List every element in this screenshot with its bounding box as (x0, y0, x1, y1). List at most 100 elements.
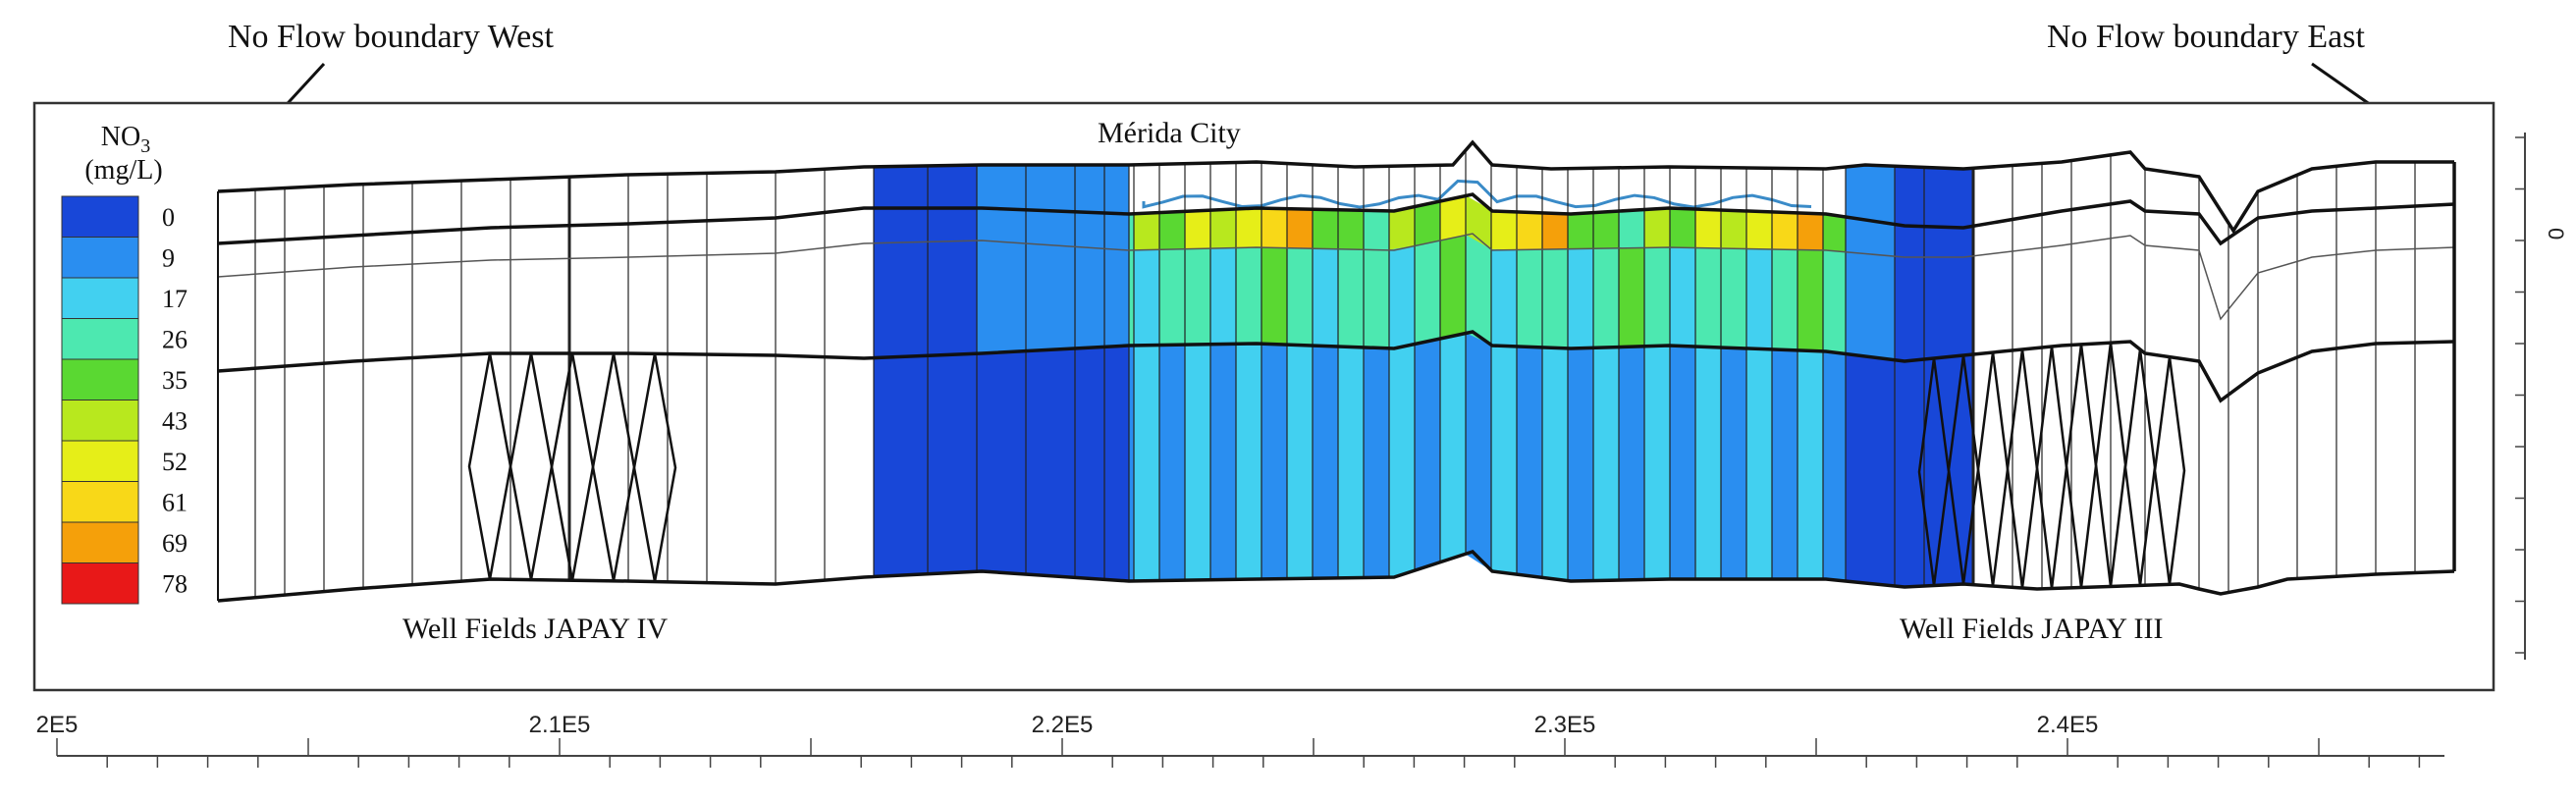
grid-cell (1894, 224, 1925, 258)
grid-cell (1414, 200, 1441, 246)
grid-cell (1720, 347, 1747, 580)
legend-label: 35 (162, 366, 188, 395)
grid-cell (1745, 248, 1773, 350)
grid-cell (1822, 350, 1847, 582)
x-tick-label: 2.2E5 (1032, 712, 1094, 738)
grid-cell (1363, 210, 1390, 251)
grid-cell (1312, 208, 1339, 250)
legend-swatch (61, 358, 139, 400)
grid-cell (1669, 207, 1696, 248)
grid-cell (1618, 247, 1645, 347)
layer-line (217, 139, 2454, 235)
grid-cell (1822, 213, 1847, 253)
grid-cell (1025, 347, 1076, 578)
concentration-cells (873, 164, 1974, 587)
grid-cell (1618, 209, 1645, 249)
legend-swatch (61, 440, 139, 482)
grid-cell (1286, 208, 1314, 249)
legend-label: 43 (162, 407, 188, 436)
grid-cell (1235, 343, 1262, 580)
legend-label: 17 (162, 285, 188, 313)
grid-cell (1235, 207, 1262, 248)
legend-swatch (61, 481, 139, 523)
grid-cell (1025, 164, 1076, 213)
grid-cell (1592, 347, 1620, 581)
grid-cell (1541, 347, 1569, 581)
grid-cell (927, 164, 978, 209)
grid-cell (1567, 247, 1594, 349)
legend-swatch (61, 400, 139, 442)
grid-cell (1720, 247, 1747, 349)
legend-label: 52 (162, 448, 188, 476)
well-diamond (2153, 356, 2186, 585)
y-tick-label-0: 0 (2544, 228, 2568, 240)
legend-label: 0 (162, 203, 175, 232)
grid-cell (1286, 344, 1314, 579)
grid-cell (1388, 344, 1416, 578)
grid-cell (1261, 246, 1288, 346)
grid-cell (1184, 247, 1211, 346)
grid-cell (1490, 248, 1518, 347)
grid-cell (1694, 247, 1722, 348)
grid-cell (927, 207, 978, 242)
grid-cell (1209, 208, 1237, 249)
grid-cell (1643, 345, 1671, 580)
grid-cell (1541, 248, 1569, 349)
grid-cell (1261, 207, 1288, 248)
grid-cell (1694, 208, 1722, 249)
grid-cell (1465, 333, 1492, 571)
grid-cell (1745, 210, 1773, 250)
grid-cell (1312, 345, 1339, 579)
grid-cell (1235, 246, 1262, 345)
grid-cell (1771, 248, 1798, 351)
grid-cell (1133, 248, 1160, 347)
grid-cell (1745, 347, 1773, 580)
grid-cell (1490, 209, 1518, 250)
grid-cell (1074, 211, 1105, 249)
water-table-line (1142, 179, 1812, 209)
legend-swatch (61, 521, 139, 563)
layer-boundaries (217, 139, 2456, 603)
grid-cell (927, 352, 978, 575)
grid-cell (1388, 245, 1416, 349)
grid-cell (1074, 164, 1105, 214)
layer-line (217, 550, 2455, 603)
grid-cell (1128, 249, 1135, 347)
west-boundary-label: No Flow boundary West (228, 19, 554, 55)
grid-cell (1133, 345, 1160, 582)
grid-cell (1209, 247, 1237, 346)
grid-cell (1516, 346, 1543, 578)
grid-cell (1103, 248, 1130, 347)
grid-cell (976, 164, 1027, 211)
grid-cell (1694, 346, 1722, 580)
grid-cell (1923, 255, 1974, 360)
grid-cell (1337, 209, 1365, 250)
grid-cell (1618, 346, 1645, 581)
grid-cell (873, 165, 929, 209)
well-field-markers (467, 342, 2186, 589)
grid-cell (1388, 206, 1416, 251)
legend-label: 61 (162, 489, 188, 517)
well-field-west-label: Well Fields JAPAY IV (402, 613, 668, 645)
grid-cell (1797, 249, 1824, 352)
grid-cell (1797, 349, 1824, 580)
grid-cell (1923, 167, 1974, 227)
grid-cell (1074, 347, 1105, 580)
legend-swatch (61, 318, 139, 360)
x-axis: 2E5 2.1E5 2.2E5 2.3E5 2.4E5 (36, 712, 2444, 768)
grid-cell (1128, 345, 1135, 582)
grid-cell (976, 350, 1027, 575)
x-tick-label: 2.1E5 (529, 712, 591, 738)
layer-line (217, 233, 2455, 321)
grid-cell (1643, 207, 1671, 248)
grid-cell (1286, 247, 1314, 347)
grid-cell (1439, 333, 1467, 563)
grid-cell (1720, 209, 1747, 249)
grid-cell (1103, 164, 1130, 215)
y-axis: 0 (2515, 133, 2568, 660)
grid-cell (1363, 347, 1390, 578)
legend-swatch (61, 277, 139, 319)
grid-cell (1128, 213, 1135, 251)
grid-cell (1822, 249, 1847, 354)
